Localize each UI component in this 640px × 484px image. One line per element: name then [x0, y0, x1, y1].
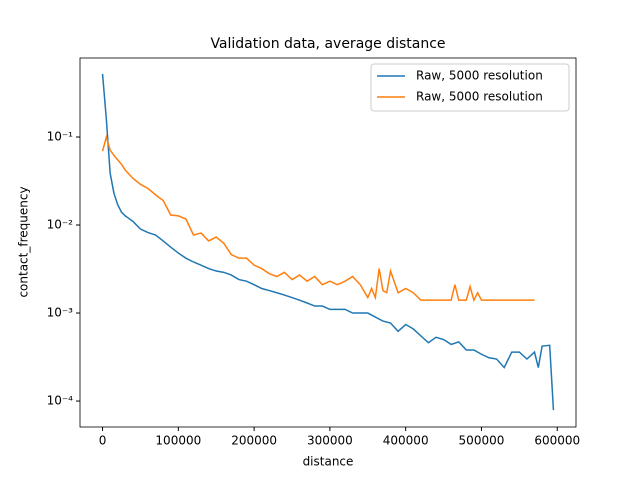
legend-label: Raw, 5000 resolution: [416, 90, 543, 104]
x-tick-label: 0: [99, 434, 107, 448]
x-tick-label: 300000: [307, 434, 353, 448]
line: [101, 134, 535, 303]
x-tick-label: 500000: [459, 434, 505, 448]
x-tick-label: 100000: [155, 434, 201, 448]
y-tick-label: 10⁻¹: [47, 130, 74, 144]
x-tick-label: 600000: [534, 434, 580, 448]
legend-box: [370, 63, 570, 112]
y-tick-label: 10⁻⁴: [47, 394, 74, 408]
y-axis-label: contact_frequency: [17, 186, 31, 297]
axes-frame: [79, 57, 577, 428]
legend-label: Raw, 5000 resolution: [416, 69, 543, 83]
x-tick-label: 400000: [383, 434, 429, 448]
line: [101, 73, 555, 411]
y-tick-label: 10⁻²: [47, 218, 74, 232]
y-tick-label: 10⁻³: [47, 306, 74, 320]
chart-title: Validation data, average distance: [210, 36, 445, 52]
x-tick-label: 200000: [231, 434, 277, 448]
x-axis-label: distance: [303, 455, 354, 469]
